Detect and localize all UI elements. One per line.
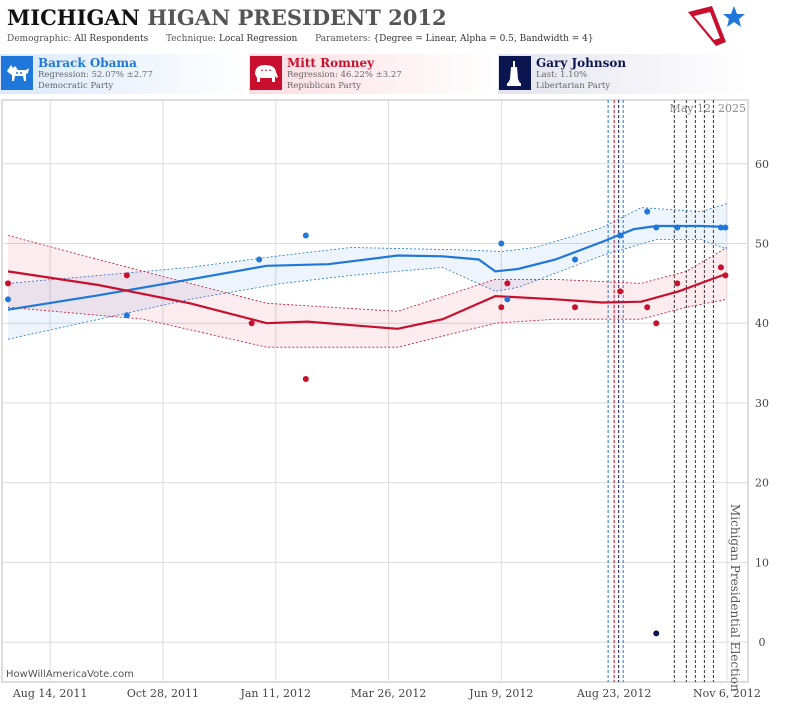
poll-point (504, 280, 511, 287)
technique-label: Technique: (166, 34, 217, 44)
candidate-name: Gary Johnson (536, 56, 627, 70)
y-tick-label: 20 (755, 477, 769, 490)
poll-point (617, 288, 624, 295)
band-lower-line (7, 298, 727, 348)
parameters-value: {Degree = Linear, Alpha = 0.5, Bandwidth… (373, 34, 594, 44)
band-upper-line (7, 235, 728, 312)
poll-point (644, 304, 651, 311)
poll-point (256, 256, 263, 263)
trend-line (7, 224, 727, 311)
confidence-band (8, 203, 727, 340)
poll-point (722, 224, 729, 231)
y-tick-label: 40 (755, 317, 769, 330)
header: MICHIGAN HIGAN PRESIDENT 2012 Demographi… (0, 0, 789, 52)
y-tick-label: 30 (755, 397, 769, 410)
y-tick-label: 0 (759, 636, 766, 649)
x-tick-label: Mar 26, 2012 (351, 687, 427, 700)
y-tick-label: 60 (755, 158, 769, 171)
poll-point (123, 312, 130, 319)
poll-point (572, 256, 579, 263)
candidate-party: Democratic Party (38, 81, 114, 91)
candidate-name: Barack Obama (38, 56, 137, 70)
x-tick-label: Jun 9, 2012 (468, 687, 533, 700)
parameters-line: Demographic: All Respondents Technique: … (7, 34, 594, 44)
poll-point (504, 296, 511, 303)
site-logo-icon[interactable] (686, 2, 746, 50)
poll-point (717, 264, 724, 271)
technique-value: Local Regression (218, 34, 298, 44)
poll-point (5, 296, 12, 303)
poll-point (248, 320, 255, 327)
candidate-party: Libertarian Party (536, 81, 611, 91)
x-tick-label: Jan 11, 2012 (239, 687, 311, 700)
y-tick-label: 10 (755, 556, 769, 569)
candidate-legend: Barack Obama Regression: 52.07% ±2.77 De… (0, 54, 789, 94)
x-tick-label: Oct 28, 2011 (127, 687, 199, 700)
candidate-card-romney[interactable]: Mitt Romney Regression: 46.22% ±3.27 Rep… (249, 54, 497, 94)
parameters-label: Parameters: (315, 34, 371, 44)
election-label: Michigan Presidential Election (728, 504, 742, 692)
demographic-label: Demographic: (7, 34, 72, 44)
poll-point (644, 208, 651, 215)
poll-point (653, 320, 660, 327)
x-tick-label: Aug 14, 2011 (12, 687, 88, 700)
candidate-stat: Regression: 52.07% ±2.77 (38, 70, 153, 80)
candidate-card-obama[interactable]: Barack Obama Regression: 52.07% ±2.77 De… (0, 54, 248, 94)
title-state: MICHIGAN (7, 5, 140, 30)
y-tick-label: 50 (755, 238, 769, 251)
poll-point (674, 280, 681, 287)
poll-point (302, 232, 309, 239)
current-date-label: May 12, 2025 (669, 102, 746, 115)
poll-point (722, 272, 729, 279)
elephant-icon (250, 56, 282, 90)
regression-chart: May 12, 2025 Michigan Presidential Electi… (1, 99, 769, 700)
demographic-value: All Respondents (74, 34, 149, 44)
candidate-stat: Last: 1.10% (536, 70, 588, 80)
poll-point (123, 272, 130, 279)
page-title: MICHIGAN HIGAN PRESIDENT 2012 (7, 5, 447, 30)
poll-point (572, 304, 579, 311)
poll-point (653, 224, 660, 231)
liberty-statue-icon (499, 56, 531, 90)
confidence-band (8, 235, 727, 348)
poll-point (5, 280, 12, 287)
candidate-stat: Regression: 46.22% ±3.27 (287, 70, 402, 80)
candidate-name: Mitt Romney (287, 56, 375, 70)
trend-line (7, 270, 728, 330)
x-tick-label: Aug 23, 2012 (576, 687, 652, 700)
title-race: HIGAN PRESIDENT 2012 (147, 5, 447, 30)
poll-point (498, 304, 505, 311)
poll-point (653, 630, 660, 637)
donkey-icon (1, 56, 33, 90)
plot-frame (1, 99, 749, 683)
candidate-party: Republican Party (287, 81, 361, 91)
poll-point (717, 224, 724, 231)
band-upper-line (7, 203, 728, 284)
poll-point (498, 240, 505, 247)
x-tick-label: Nov 6, 2012 (693, 687, 761, 700)
poll-point (674, 224, 681, 231)
poll-point (617, 232, 624, 239)
footer-source[interactable]: HowWillAmericaVote.com (6, 669, 134, 680)
candidate-card-johnson[interactable]: Gary Johnson Last: 1.10% Libertarian Par… (498, 54, 748, 94)
band-lower-line (7, 239, 728, 340)
poll-point (302, 376, 309, 383)
